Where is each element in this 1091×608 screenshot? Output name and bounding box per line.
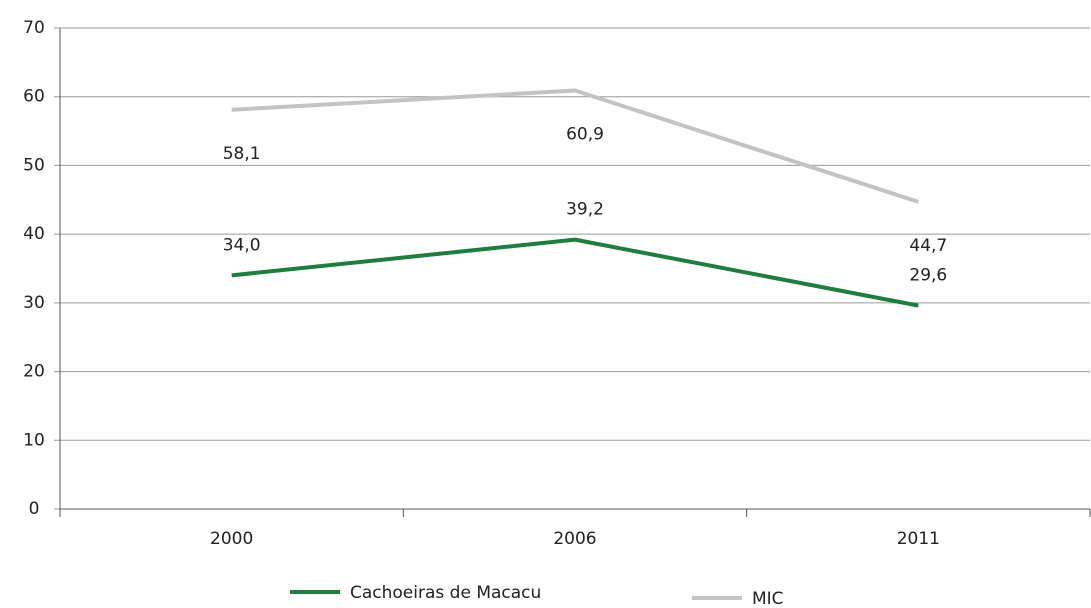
data-label: 58,1 [223,144,261,164]
data-label: 44,7 [909,236,947,256]
y-tick-label: 0 [29,499,40,519]
y-tick-label: 70 [23,18,45,38]
y-tick-label: 10 [23,430,45,450]
data-label: 34,0 [223,235,261,255]
y-tick-label: 20 [23,362,45,382]
y-tick-label: 40 [23,224,45,244]
y-tick-label: 60 [23,87,45,107]
x-tick-label: 2006 [553,529,596,549]
series-line [231,237,919,308]
data-label: 60,9 [566,125,604,145]
data-label: 39,2 [566,200,604,220]
series-line [231,88,919,204]
y-tick-label: 30 [23,293,45,313]
x-tick-label: 2011 [897,529,940,549]
data-label: 29,6 [909,266,947,286]
y-tick-label: 50 [23,155,45,175]
x-tick-label: 2000 [210,529,253,549]
legend-label: Cachoeiras de Macacu [350,583,541,603]
legend-label: MIC [752,589,784,608]
